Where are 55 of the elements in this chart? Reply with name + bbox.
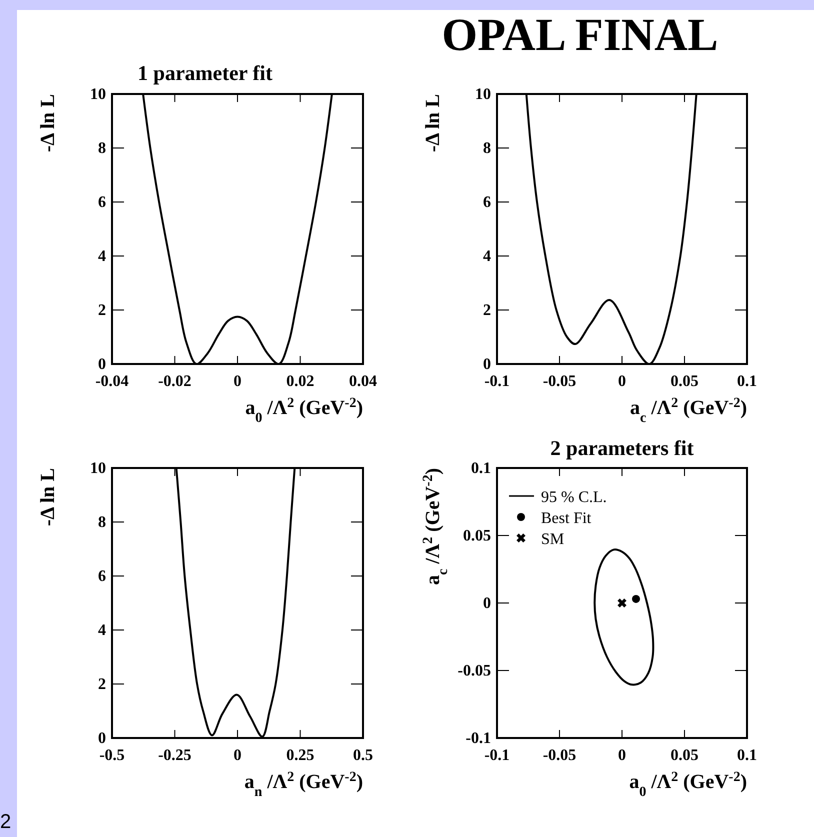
x-tick-label: 0.1 bbox=[737, 747, 757, 764]
x-tick-label: 0.04 bbox=[349, 373, 377, 390]
y-tick-label: 2 bbox=[98, 302, 106, 319]
x-axis-title: a$_{0}$ /Λ$^{2}$ (GeV$^{-2}$) bbox=[629, 770, 747, 800]
y-tick-label: 0 bbox=[483, 595, 491, 612]
y-tick-label: -0.05 bbox=[458, 662, 491, 680]
x-tick-label: -0.05 bbox=[542, 373, 576, 390]
annotation: 95 % C.L. bbox=[541, 489, 607, 506]
text: 2 bbox=[0, 811, 12, 833]
y-tick-label: 0.1 bbox=[471, 460, 491, 477]
x-tick-label: 0.05 bbox=[670, 373, 698, 390]
y-tick-label: 4 bbox=[98, 248, 106, 265]
y-axis-title: -Δ ln L bbox=[37, 468, 59, 526]
legend-label: Best Fit bbox=[541, 510, 592, 527]
y-tick-label: -0.1 bbox=[466, 730, 491, 747]
x-tick-label: -0.25 bbox=[158, 747, 192, 764]
x-tick-label: 0.1 bbox=[737, 373, 757, 390]
x-tick-label: -0.04 bbox=[95, 373, 129, 390]
y-tick-label: 2 bbox=[483, 302, 491, 319]
x-tick-label: 0 bbox=[234, 373, 242, 390]
y-tick-label: 8 bbox=[98, 140, 106, 157]
x-tick-label: 0.5 bbox=[353, 747, 373, 764]
y-tick-label: 4 bbox=[98, 622, 106, 639]
x-tick-label: 0 bbox=[618, 373, 626, 390]
x-tick-label: -0.05 bbox=[542, 747, 576, 764]
y-axis-title: -Δ ln L bbox=[37, 94, 59, 152]
x-axis-title: a$_{n}$ /Λ$^{2}$ (GeV$^{-2}$) bbox=[244, 770, 363, 800]
y-tick-label: 6 bbox=[98, 194, 106, 211]
y-tick-label: 8 bbox=[483, 140, 491, 157]
y-tick-label: 0 bbox=[98, 356, 106, 373]
x-tick-label: 0.05 bbox=[670, 747, 698, 764]
y-tick-label: 0 bbox=[98, 730, 106, 747]
legend-label: SM bbox=[541, 531, 564, 548]
x-tick-label: -0.02 bbox=[158, 373, 192, 390]
y-tick-label: 10 bbox=[90, 86, 106, 103]
chart-title: 1 parameter fit bbox=[138, 61, 272, 85]
y-tick-label: 0.05 bbox=[463, 528, 491, 544]
y-tick-label: 10 bbox=[90, 460, 106, 477]
chart-title: 2 parameters fit bbox=[550, 436, 694, 460]
x-tick-label: 0 bbox=[234, 747, 242, 764]
y-tick-label: 10 bbox=[475, 86, 491, 103]
x-tick-label: 0 bbox=[618, 747, 626, 764]
y-tick-label: 8 bbox=[98, 514, 106, 531]
y-axis-title: -Δ ln L bbox=[422, 94, 444, 152]
y-tick-label: 6 bbox=[483, 194, 491, 211]
y-tick-label: 0 bbox=[483, 356, 491, 373]
x-tick-label: -0.5 bbox=[99, 747, 125, 764]
chart-title: OPAL FINAL bbox=[442, 9, 718, 60]
x-tick-label: 0.25 bbox=[286, 747, 314, 764]
x-axis-title: a$_{c}$ /Λ$^{2}$ (GeV$^{-2}$) bbox=[630, 396, 747, 426]
x-axis-title: a$_{0}$ /Λ$^{2}$ (GeV$^{-2}$) bbox=[245, 396, 363, 426]
y-tick-label: 6 bbox=[98, 568, 106, 585]
x-tick-label: 0.02 bbox=[286, 373, 314, 390]
y-tick-label: 2 bbox=[98, 676, 106, 693]
y-tick-label: 4 bbox=[483, 248, 491, 265]
